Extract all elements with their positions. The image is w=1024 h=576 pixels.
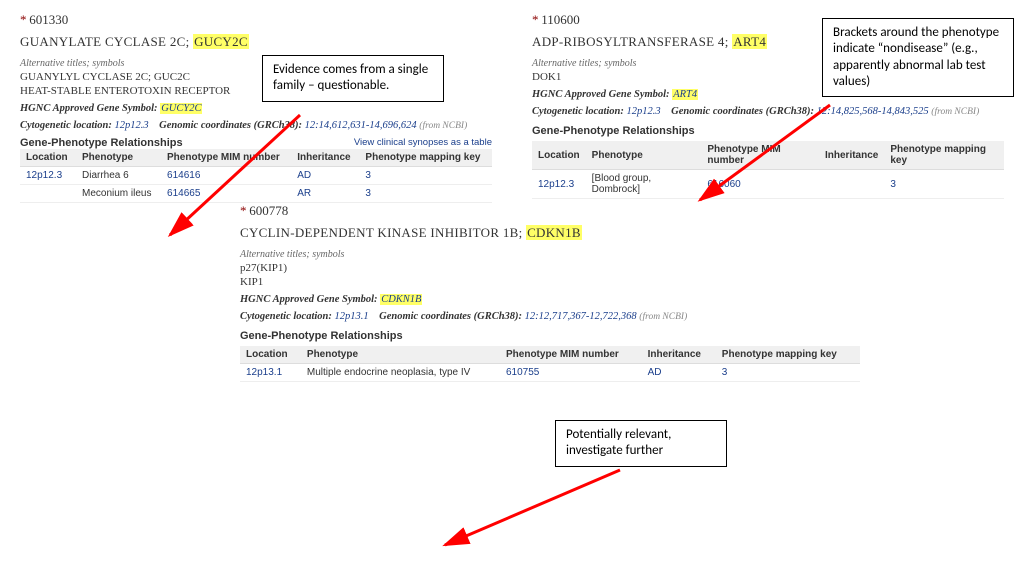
row-inh-link[interactable]: AD: [297, 170, 311, 181]
location-line: Cytogenetic location: 12p13.1 Genomic co…: [240, 311, 860, 322]
from-ncbi: (from NCBI): [931, 107, 979, 117]
row-phenotype: Diarrhea 6: [76, 167, 161, 185]
row-phenotype: Meconium ileus: [76, 185, 161, 203]
th-phenotype: Phenotype: [301, 346, 500, 364]
entry-title: GUANYLATE CYCLASE 2C; GUCY2C: [20, 34, 492, 50]
hgnc-label: HGNC Approved Gene Symbol:: [20, 103, 158, 114]
alt-title: p27(KIP1): [240, 262, 860, 274]
row-key-link[interactable]: 3: [890, 179, 896, 190]
hgnc-symbol-link[interactable]: GUCY2C: [160, 103, 202, 114]
th-location: Location: [240, 346, 301, 364]
table-row: 12p12.3 [Blood group, Dombrock] 616060 3: [532, 170, 1004, 199]
row-loc-link[interactable]: 12p12.3: [538, 179, 574, 190]
from-ncbi: (from NCBI): [419, 121, 467, 131]
coords-link[interactable]: 12:12,717,367-12,722,368: [525, 311, 637, 322]
hgnc-label: HGNC Approved Gene Symbol:: [240, 294, 378, 305]
th-inheritance: Inheritance: [819, 141, 884, 170]
phenotype-table: Location Phenotype Phenotype MIM number …: [20, 149, 492, 203]
entry-number-line: * 600778: [240, 203, 860, 219]
arrow-icon: [445, 470, 620, 545]
th-location: Location: [20, 149, 76, 167]
gene-symbol-highlight: ART4: [732, 34, 767, 49]
phenotype-table: Location Phenotype Phenotype MIM number …: [240, 346, 860, 382]
callout-brackets: Brackets around the phenotype indicate “…: [822, 18, 1014, 97]
row-mim-link[interactable]: 610755: [506, 367, 539, 378]
hgnc-label: HGNC Approved Gene Symbol:: [532, 89, 670, 100]
cyto-location-link[interactable]: 12p12.3: [115, 120, 149, 131]
location-line: Cytogenetic location: 12p12.3 Genomic co…: [532, 106, 1004, 117]
asterisk: *: [240, 203, 247, 218]
th-mim: Phenotype MIM number: [701, 141, 819, 170]
th-key: Phenotype mapping key: [884, 141, 1004, 170]
gene-symbol-highlight: GUCY2C: [193, 34, 249, 49]
callout-relevant: Potentially relevant, investigate furthe…: [555, 420, 727, 467]
alt-titles-label: Alternative titles; symbols: [240, 249, 860, 260]
coords-label: Genomic coordinates (GRCh38):: [159, 120, 302, 131]
row-key-link[interactable]: 3: [365, 170, 371, 181]
table-row: Meconium ileus 614665 AR 3: [20, 185, 492, 203]
coords-link[interactable]: 12:14,825,568-14,843,525: [817, 106, 929, 117]
coords-link[interactable]: 12:14,612,631-14,696,624: [305, 120, 417, 131]
th-mim: Phenotype MIM number: [161, 149, 291, 167]
row-mim-link[interactable]: 614665: [167, 188, 200, 199]
gpr-heading: Gene-Phenotype Relationships: [240, 330, 860, 342]
th-phenotype: Phenotype: [586, 141, 702, 170]
table-row: 12p13.1 Multiple endocrine neoplasia, ty…: [240, 364, 860, 382]
row-mim-link[interactable]: 614616: [167, 170, 200, 181]
view-synopses-link[interactable]: View clinical synopses as a table: [354, 137, 492, 148]
th-inheritance: Inheritance: [291, 149, 359, 167]
row-phenotype: Multiple endocrine neoplasia, type IV: [301, 364, 500, 382]
cyto-label: Cytogenetic location:: [532, 106, 624, 117]
table-row: 12p12.3 Diarrhea 6 614616 AD 3: [20, 167, 492, 185]
th-mim: Phenotype MIM number: [500, 346, 642, 364]
mim-number: 601330: [29, 12, 68, 27]
coords-label: Genomic coordinates (GRCh38):: [671, 106, 814, 117]
row-loc-link[interactable]: 12p12.3: [26, 170, 62, 181]
title-text: CYCLIN-DEPENDENT KINASE INHIBITOR 1B;: [240, 225, 526, 240]
alt-title: KIP1: [240, 276, 860, 288]
row-phenotype: [Blood group, Dombrock]: [586, 170, 702, 199]
phenotype-table: Location Phenotype Phenotype MIM number …: [532, 141, 1004, 199]
th-key: Phenotype mapping key: [716, 346, 860, 364]
callout-evidence: Evidence comes from a single family – qu…: [262, 55, 444, 102]
row-loc: [20, 185, 76, 203]
hgnc-symbol-link[interactable]: ART4: [672, 89, 698, 100]
coords-label: Genomic coordinates (GRCh38):: [379, 311, 522, 322]
row-key-link[interactable]: 3: [722, 367, 728, 378]
from-ncbi: (from NCBI): [639, 312, 687, 322]
th-inheritance: Inheritance: [642, 346, 716, 364]
mim-number: 110600: [541, 12, 580, 27]
cyto-location-link[interactable]: 12p13.1: [335, 311, 369, 322]
entry-cdkn1b: * 600778 CYCLIN-DEPENDENT KINASE INHIBIT…: [240, 203, 860, 382]
title-text: GUANYLATE CYCLASE 2C;: [20, 34, 193, 49]
gpr-heading: Gene-Phenotype Relationships: [532, 125, 1004, 137]
cyto-label: Cytogenetic location:: [20, 120, 112, 131]
hgnc-line: HGNC Approved Gene Symbol: GUCY2C: [20, 103, 492, 114]
mim-number: 600778: [249, 203, 288, 218]
title-text: ADP-RIBOSYLTRANSFERASE 4;: [532, 34, 732, 49]
row-loc-link[interactable]: 12p13.1: [246, 367, 282, 378]
location-line: Cytogenetic location: 12p12.3 Genomic co…: [20, 120, 492, 131]
gpr-heading: Gene-Phenotype Relationships: [20, 137, 183, 149]
entry-number-line: * 601330: [20, 12, 492, 28]
row-inh-link[interactable]: AD: [648, 367, 662, 378]
cyto-label: Cytogenetic location:: [240, 311, 332, 322]
th-phenotype: Phenotype: [76, 149, 161, 167]
row-inh-link[interactable]: AR: [297, 188, 311, 199]
hgnc-line: HGNC Approved Gene Symbol: CDKN1B: [240, 294, 860, 305]
asterisk: *: [532, 12, 539, 27]
cyto-location-link[interactable]: 12p12.3: [627, 106, 661, 117]
th-key: Phenotype mapping key: [359, 149, 492, 167]
gene-symbol-highlight: CDKN1B: [526, 225, 582, 240]
th-location: Location: [532, 141, 586, 170]
row-key-link[interactable]: 3: [365, 188, 371, 199]
hgnc-symbol-link[interactable]: CDKN1B: [380, 294, 422, 305]
asterisk: *: [20, 12, 27, 27]
row-mim-link[interactable]: 616060: [707, 179, 740, 190]
entry-gucy2c: * 601330 GUANYLATE CYCLASE 2C; GUCY2C Al…: [20, 12, 492, 203]
row-inh: [819, 170, 884, 199]
entry-title: CYCLIN-DEPENDENT KINASE INHIBITOR 1B; CD…: [240, 225, 860, 241]
